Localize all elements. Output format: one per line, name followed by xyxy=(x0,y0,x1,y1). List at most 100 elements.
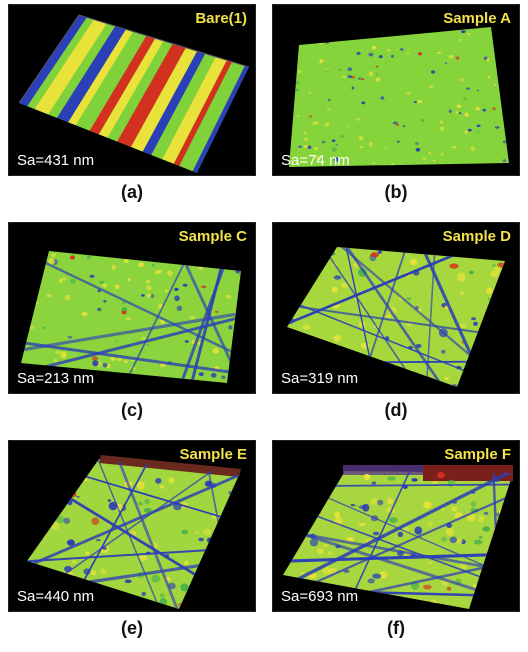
surface-speckle xyxy=(496,512,501,517)
surface-speckle xyxy=(284,169,287,172)
surface-speckle xyxy=(331,286,339,293)
surface-speckle xyxy=(274,69,278,73)
surface-speckle xyxy=(102,363,108,368)
surface-speckle xyxy=(445,62,448,65)
surface-speckle xyxy=(469,355,476,359)
surface-speckle xyxy=(439,120,443,124)
surface-speckle xyxy=(217,563,224,569)
surface-speckle xyxy=(180,583,189,592)
surface-speckle xyxy=(402,125,406,128)
surface-scratch xyxy=(343,471,425,609)
surface-speckle xyxy=(468,270,474,275)
surface-speckle xyxy=(241,347,245,350)
surface-speckle xyxy=(117,441,121,445)
surface-stripe xyxy=(68,29,134,126)
surface-speckle xyxy=(99,280,105,284)
surface-speckle xyxy=(488,321,493,326)
surface-speckle xyxy=(253,603,256,607)
surface-speckle xyxy=(9,488,13,492)
surface-speckle xyxy=(54,227,59,231)
surface-speckle xyxy=(38,531,46,538)
surface-speckle xyxy=(15,514,19,518)
surface-speckle xyxy=(423,376,431,380)
surface-speckle xyxy=(42,326,46,329)
surface-speckle xyxy=(498,508,506,515)
panel-caption: (a) xyxy=(121,182,143,202)
surface-speckle xyxy=(239,289,241,292)
surface-speckle xyxy=(360,146,364,149)
surface-speckle xyxy=(415,10,417,12)
surface-speckle xyxy=(386,497,394,505)
surface-speckle xyxy=(60,351,67,359)
surface-speckle xyxy=(413,608,420,609)
surface-speckle xyxy=(399,48,404,51)
surface-speckle xyxy=(238,271,241,276)
surface-speckle xyxy=(322,566,331,575)
surface-speckle xyxy=(402,599,411,604)
surface-speckle xyxy=(338,68,341,72)
surface-speckle xyxy=(476,124,481,128)
surface-stripe xyxy=(173,60,233,167)
surface-speckle xyxy=(298,145,302,148)
sa-value: Sa=431 nm xyxy=(17,152,95,169)
surface-speckle xyxy=(110,356,116,361)
surface-stripe xyxy=(151,53,216,160)
surface-speckle xyxy=(289,46,293,49)
surface-speckle xyxy=(501,360,505,366)
surface-scratch xyxy=(283,527,513,575)
surface-speckle xyxy=(217,540,223,544)
surface-speckle xyxy=(323,544,328,547)
surface-speckle xyxy=(390,163,395,166)
surface-speckle xyxy=(21,346,23,351)
sa-value: Sa=74 nm xyxy=(281,152,350,169)
surface-speckle xyxy=(499,41,502,44)
surface-speckle xyxy=(432,159,436,162)
surface-speckle xyxy=(275,565,279,568)
surface-scratch xyxy=(329,247,450,387)
surface-speckle xyxy=(42,466,51,473)
surface-speckle xyxy=(309,538,319,547)
surface-speckle xyxy=(195,531,199,534)
surface-speckle xyxy=(276,240,281,245)
surface-speckle xyxy=(224,533,233,541)
surface-speckle xyxy=(391,54,394,58)
surface-speckle xyxy=(384,147,387,149)
surface-speckle xyxy=(502,42,505,45)
surface-speckle xyxy=(289,37,292,41)
surface-speckle xyxy=(55,350,61,355)
surface-speckle xyxy=(477,515,485,523)
surface-speckle xyxy=(168,389,173,392)
surface-speckle xyxy=(473,539,483,545)
surface-speckle xyxy=(92,360,99,367)
surface-speckle xyxy=(441,536,448,542)
surface-speckle xyxy=(191,341,195,344)
surface-speckle xyxy=(470,146,476,152)
surface-speckle xyxy=(405,8,408,10)
surface-speckle xyxy=(168,477,175,484)
surface-speckle xyxy=(22,324,29,330)
surface-speckle xyxy=(124,579,132,584)
surface-speckle xyxy=(315,155,321,160)
surface-speckle xyxy=(497,262,505,268)
surface-speckle xyxy=(345,449,350,453)
surface-speckle xyxy=(68,491,77,498)
surface-speckle xyxy=(112,251,118,255)
surface-speckle xyxy=(369,70,373,75)
surface-speckle xyxy=(85,551,90,555)
surface-speckle xyxy=(386,5,390,9)
surface-speckle xyxy=(378,447,386,455)
surface-speckle xyxy=(358,505,367,510)
surface-speckle xyxy=(82,225,85,227)
surface-speckle xyxy=(511,324,517,327)
surface-speckle xyxy=(387,476,396,481)
surface-speckle xyxy=(467,32,471,36)
surface-scratch xyxy=(21,339,241,378)
surface-speckle xyxy=(146,293,152,298)
surface-speckle xyxy=(333,352,341,358)
surface-speckle xyxy=(391,170,396,173)
surface-speckle xyxy=(457,272,466,282)
surface-speckle xyxy=(231,248,237,251)
panel-caption: (c) xyxy=(121,400,143,420)
surface-speckle xyxy=(132,238,135,240)
surface-speckle xyxy=(283,506,286,513)
